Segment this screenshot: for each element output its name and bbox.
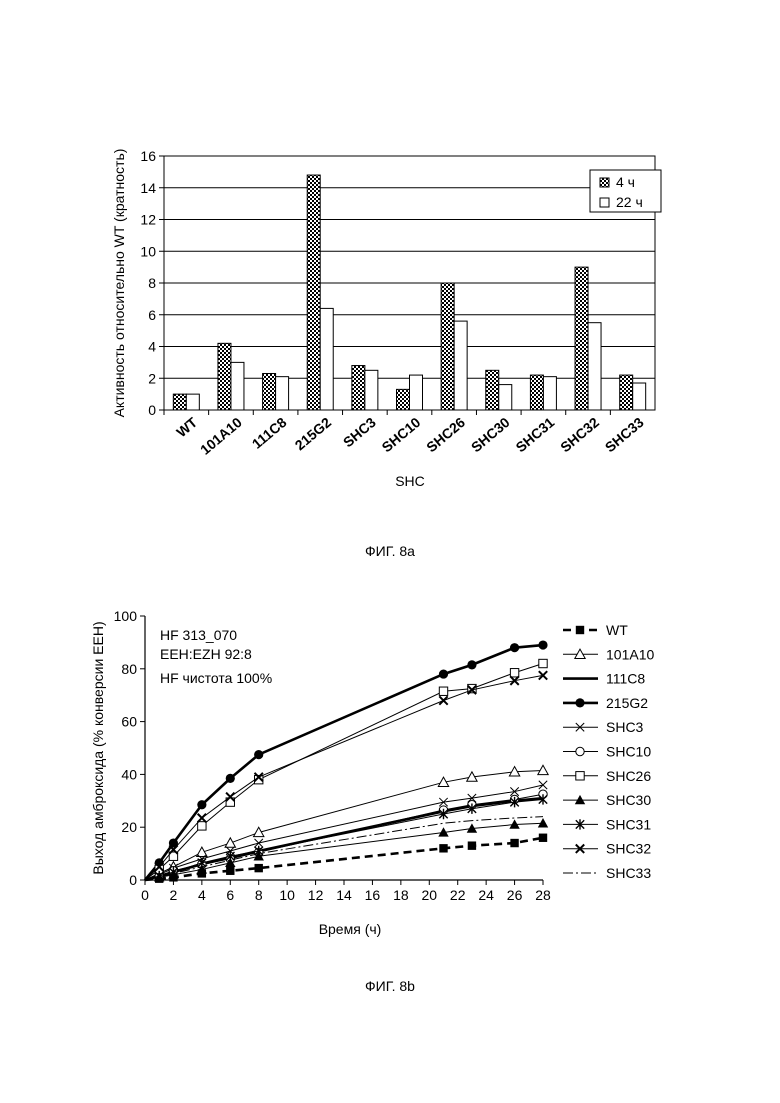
data-point [439,844,447,852]
series-line [145,664,543,880]
data-point [576,772,584,780]
legend-entry: SHC26 [563,768,651,784]
x-tick-label: 6 [226,887,234,903]
data-point [575,698,584,707]
x-axis-label: Время (ч) [319,921,382,937]
legend-entry: 111C8 [563,671,645,687]
legend-label: 101A10 [606,646,654,662]
legend-label: WT [606,622,628,638]
series-line [145,675,543,880]
x-tick-label: 20 [421,887,437,903]
x-tick-label: 12 [308,887,324,903]
data-point [576,747,584,755]
legend-entry: SHC30 [563,792,651,808]
y-tick-label: 80 [121,661,137,677]
x-tick-label: 8 [255,887,263,903]
data-point [538,818,548,827]
data-point [439,809,447,819]
figure-caption-8b: ФИГ. 8b [0,978,780,994]
data-point [225,838,235,847]
legend-label: SHC31 [606,816,651,832]
data-point [539,781,547,789]
data-point [576,626,584,634]
data-point [538,640,547,649]
y-axis-label: Выход амброксида (% конверсии EEH) [90,621,106,874]
data-point [439,696,447,704]
plot-annotation: HF чистота 100% [160,670,272,686]
x-tick-label: 18 [393,887,409,903]
x-tick-label: 0 [141,887,149,903]
legend-entry: SHC3 [563,719,644,735]
data-point [198,822,206,830]
legend-entry: SHC10 [563,744,651,760]
data-point [510,839,518,847]
x-tick-label: 16 [365,887,381,903]
legend-label: SHC30 [606,792,651,808]
data-point [439,669,448,678]
legend-entry: 101A10 [563,646,654,662]
x-tick-label: 26 [507,887,523,903]
x-tick-label: 14 [336,887,352,903]
data-point [538,765,548,774]
x-tick-label: 2 [170,887,178,903]
y-tick-label: 100 [114,608,138,624]
x-tick-label: 24 [478,887,494,903]
data-point [226,867,234,875]
data-point [226,774,235,783]
data-point [510,676,518,684]
y-tick-label: 40 [121,766,137,782]
legend-label: SHC32 [606,841,651,857]
legend-entry: SHC32 [563,841,651,857]
y-tick-label: 60 [121,714,137,730]
x-tick-label: 10 [279,887,295,903]
data-point [539,834,547,842]
x-tick-label: 28 [535,887,551,903]
data-point [197,800,206,809]
legend-label: SHC26 [606,768,651,784]
data-point [467,660,476,669]
series-SHC26 [145,659,547,880]
y-tick-label: 20 [121,819,137,835]
legend-entry: SHC31 [563,816,651,832]
plot-annotation: EEH:EZH 92:8 [160,646,252,662]
x-tick-label: 22 [450,887,466,903]
legend-label: 111C8 [606,671,645,687]
plot-annotation: HF 313_070 [160,627,237,643]
x-tick-label: 4 [198,887,206,903]
data-point [439,687,447,695]
data-point [539,659,547,667]
data-point [539,671,547,679]
legend-entry: WT [563,622,628,638]
data-point [198,814,206,822]
data-point [255,864,263,872]
legend-label: 215G2 [606,695,648,711]
data-point [510,669,518,677]
legend-label: SHC3 [606,719,644,735]
legend-label: SHC33 [606,865,651,881]
data-point [254,750,263,759]
data-point [468,841,476,849]
legend-entry: 215G2 [563,695,648,711]
legend-label: SHC10 [606,744,651,760]
y-tick-label: 0 [129,872,137,888]
data-point [510,643,519,652]
legend-entry: SHC33 [563,865,651,881]
